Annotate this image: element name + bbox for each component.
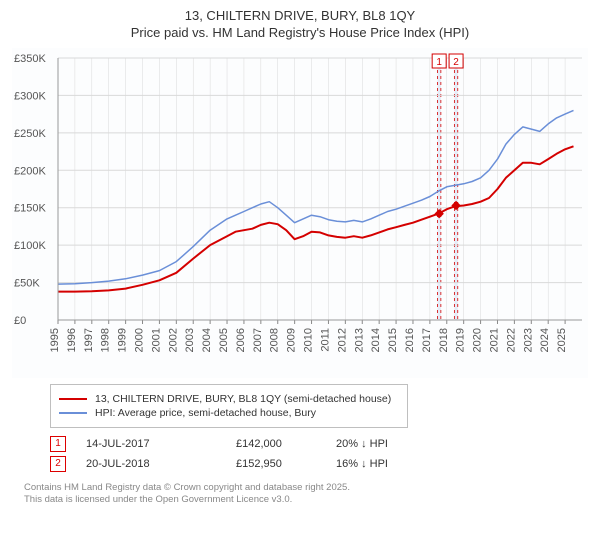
svg-text:2022: 2022 xyxy=(505,328,517,352)
transaction-delta-1: 20% ↓ HPI xyxy=(336,438,456,450)
svg-text:£350K: £350K xyxy=(14,53,46,65)
svg-text:£150K: £150K xyxy=(14,202,46,214)
svg-text:2021: 2021 xyxy=(488,328,500,352)
svg-text:2019: 2019 xyxy=(455,328,467,352)
svg-text:£0: £0 xyxy=(14,315,26,327)
transaction-marker-2: 2 xyxy=(50,456,66,472)
svg-text:2011: 2011 xyxy=(319,328,331,352)
svg-text:2004: 2004 xyxy=(201,328,213,352)
transaction-price-1: £142,000 xyxy=(236,438,336,450)
transaction-delta-2: 16% ↓ HPI xyxy=(336,458,456,470)
svg-text:2025: 2025 xyxy=(556,328,568,352)
svg-text:1998: 1998 xyxy=(100,328,112,352)
svg-text:2006: 2006 xyxy=(235,328,247,352)
svg-text:2: 2 xyxy=(453,57,459,68)
legend: 13, CHILTERN DRIVE, BURY, BL8 1QY (semi-… xyxy=(50,384,408,428)
title-line-1: 13, CHILTERN DRIVE, BURY, BL8 1QY xyxy=(12,8,588,25)
legend-item-hpi: HPI: Average price, semi-detached house,… xyxy=(59,407,399,419)
title-block: 13, CHILTERN DRIVE, BURY, BL8 1QY Price … xyxy=(12,8,588,42)
svg-text:£200K: £200K xyxy=(14,165,46,177)
svg-text:2014: 2014 xyxy=(370,328,382,352)
transactions-table: 1 14-JUL-2017 £142,000 20% ↓ HPI 2 20-JU… xyxy=(50,436,588,472)
svg-text:2023: 2023 xyxy=(522,328,534,352)
svg-text:2002: 2002 xyxy=(167,328,179,352)
svg-text:2017: 2017 xyxy=(421,328,433,352)
transaction-price-2: £152,950 xyxy=(236,458,336,470)
svg-text:2010: 2010 xyxy=(303,328,315,352)
svg-text:2001: 2001 xyxy=(150,328,162,352)
transaction-row-1: 1 14-JUL-2017 £142,000 20% ↓ HPI xyxy=(50,436,588,452)
transaction-date-2: 20-JUL-2018 xyxy=(86,458,236,470)
transaction-marker-1: 1 xyxy=(50,436,66,452)
transaction-date-1: 14-JUL-2017 xyxy=(86,438,236,450)
svg-text:£250K: £250K xyxy=(14,128,46,140)
svg-text:2009: 2009 xyxy=(286,328,298,352)
svg-text:2005: 2005 xyxy=(218,328,230,352)
svg-text:2013: 2013 xyxy=(353,328,365,352)
svg-text:£50K: £50K xyxy=(14,277,40,289)
title-line-2: Price paid vs. HM Land Registry's House … xyxy=(12,25,588,42)
chart-container: 13, CHILTERN DRIVE, BURY, BL8 1QY Price … xyxy=(0,0,600,512)
transaction-row-2: 2 20-JUL-2018 £152,950 16% ↓ HPI xyxy=(50,456,588,472)
svg-text:2012: 2012 xyxy=(336,328,348,352)
svg-text:2018: 2018 xyxy=(438,328,450,352)
svg-text:1997: 1997 xyxy=(83,328,95,352)
svg-text:2007: 2007 xyxy=(252,328,264,352)
svg-text:2016: 2016 xyxy=(404,328,416,352)
svg-text:2008: 2008 xyxy=(269,328,281,352)
svg-text:2000: 2000 xyxy=(134,328,146,352)
svg-text:2024: 2024 xyxy=(539,328,551,352)
footer-line-1: Contains HM Land Registry data © Crown c… xyxy=(24,482,588,494)
footer-line-2: This data is licensed under the Open Gov… xyxy=(24,494,588,506)
svg-text:1999: 1999 xyxy=(117,328,129,352)
svg-text:£100K: £100K xyxy=(14,240,46,252)
svg-text:2003: 2003 xyxy=(184,328,196,352)
svg-text:1: 1 xyxy=(436,57,442,68)
legend-item-property: 13, CHILTERN DRIVE, BURY, BL8 1QY (semi-… xyxy=(59,393,399,405)
svg-text:2015: 2015 xyxy=(387,328,399,352)
svg-text:2020: 2020 xyxy=(472,328,484,352)
chart-svg: £0 £50K £100K £150K £200K £250K £300K £350K 1995… xyxy=(12,48,588,378)
svg-text:1995: 1995 xyxy=(49,328,61,352)
svg-text:£300K: £300K xyxy=(14,90,46,102)
legend-swatch-property xyxy=(59,398,87,400)
svg-text:1996: 1996 xyxy=(66,328,78,352)
legend-swatch-hpi xyxy=(59,412,87,414)
legend-label-property: 13, CHILTERN DRIVE, BURY, BL8 1QY (semi-… xyxy=(95,393,391,405)
legend-label-hpi: HPI: Average price, semi-detached house,… xyxy=(95,407,316,419)
line-chart: £0 £50K £100K £150K £200K £250K £300K £350K 1995… xyxy=(12,48,588,378)
footer: Contains HM Land Registry data © Crown c… xyxy=(24,482,588,507)
